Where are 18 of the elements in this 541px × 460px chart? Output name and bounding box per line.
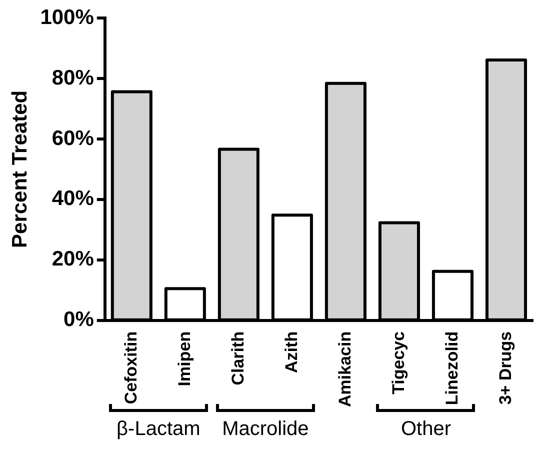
x-tick-label: 3+ Drugs (496, 331, 515, 405)
y-tick-label: 100% (40, 6, 94, 29)
x-tick-label: Cefoxitin (121, 331, 140, 404)
y-tick-label: 80% (52, 66, 94, 90)
y-axis-title: Percent Treated (8, 90, 32, 248)
x-tick-label: Tigecyc (388, 331, 408, 394)
y-tick-label: 40% (52, 187, 94, 210)
text: Other (400, 418, 451, 441)
y-tick-label: 60% (52, 126, 94, 150)
text: Macrolide (222, 418, 309, 441)
y-tick-label: 20% (52, 248, 94, 271)
x-tick-label: Azith (282, 331, 301, 373)
x-tick-label: Imipen (174, 331, 194, 386)
x-tick-label: Linezolid (442, 331, 462, 406)
y-tick-label: 0% (64, 308, 94, 332)
x-tick-label: Clarith (228, 331, 248, 386)
text: β-Lactam (116, 418, 200, 441)
x-tick-label: Amikacin (335, 331, 354, 408)
